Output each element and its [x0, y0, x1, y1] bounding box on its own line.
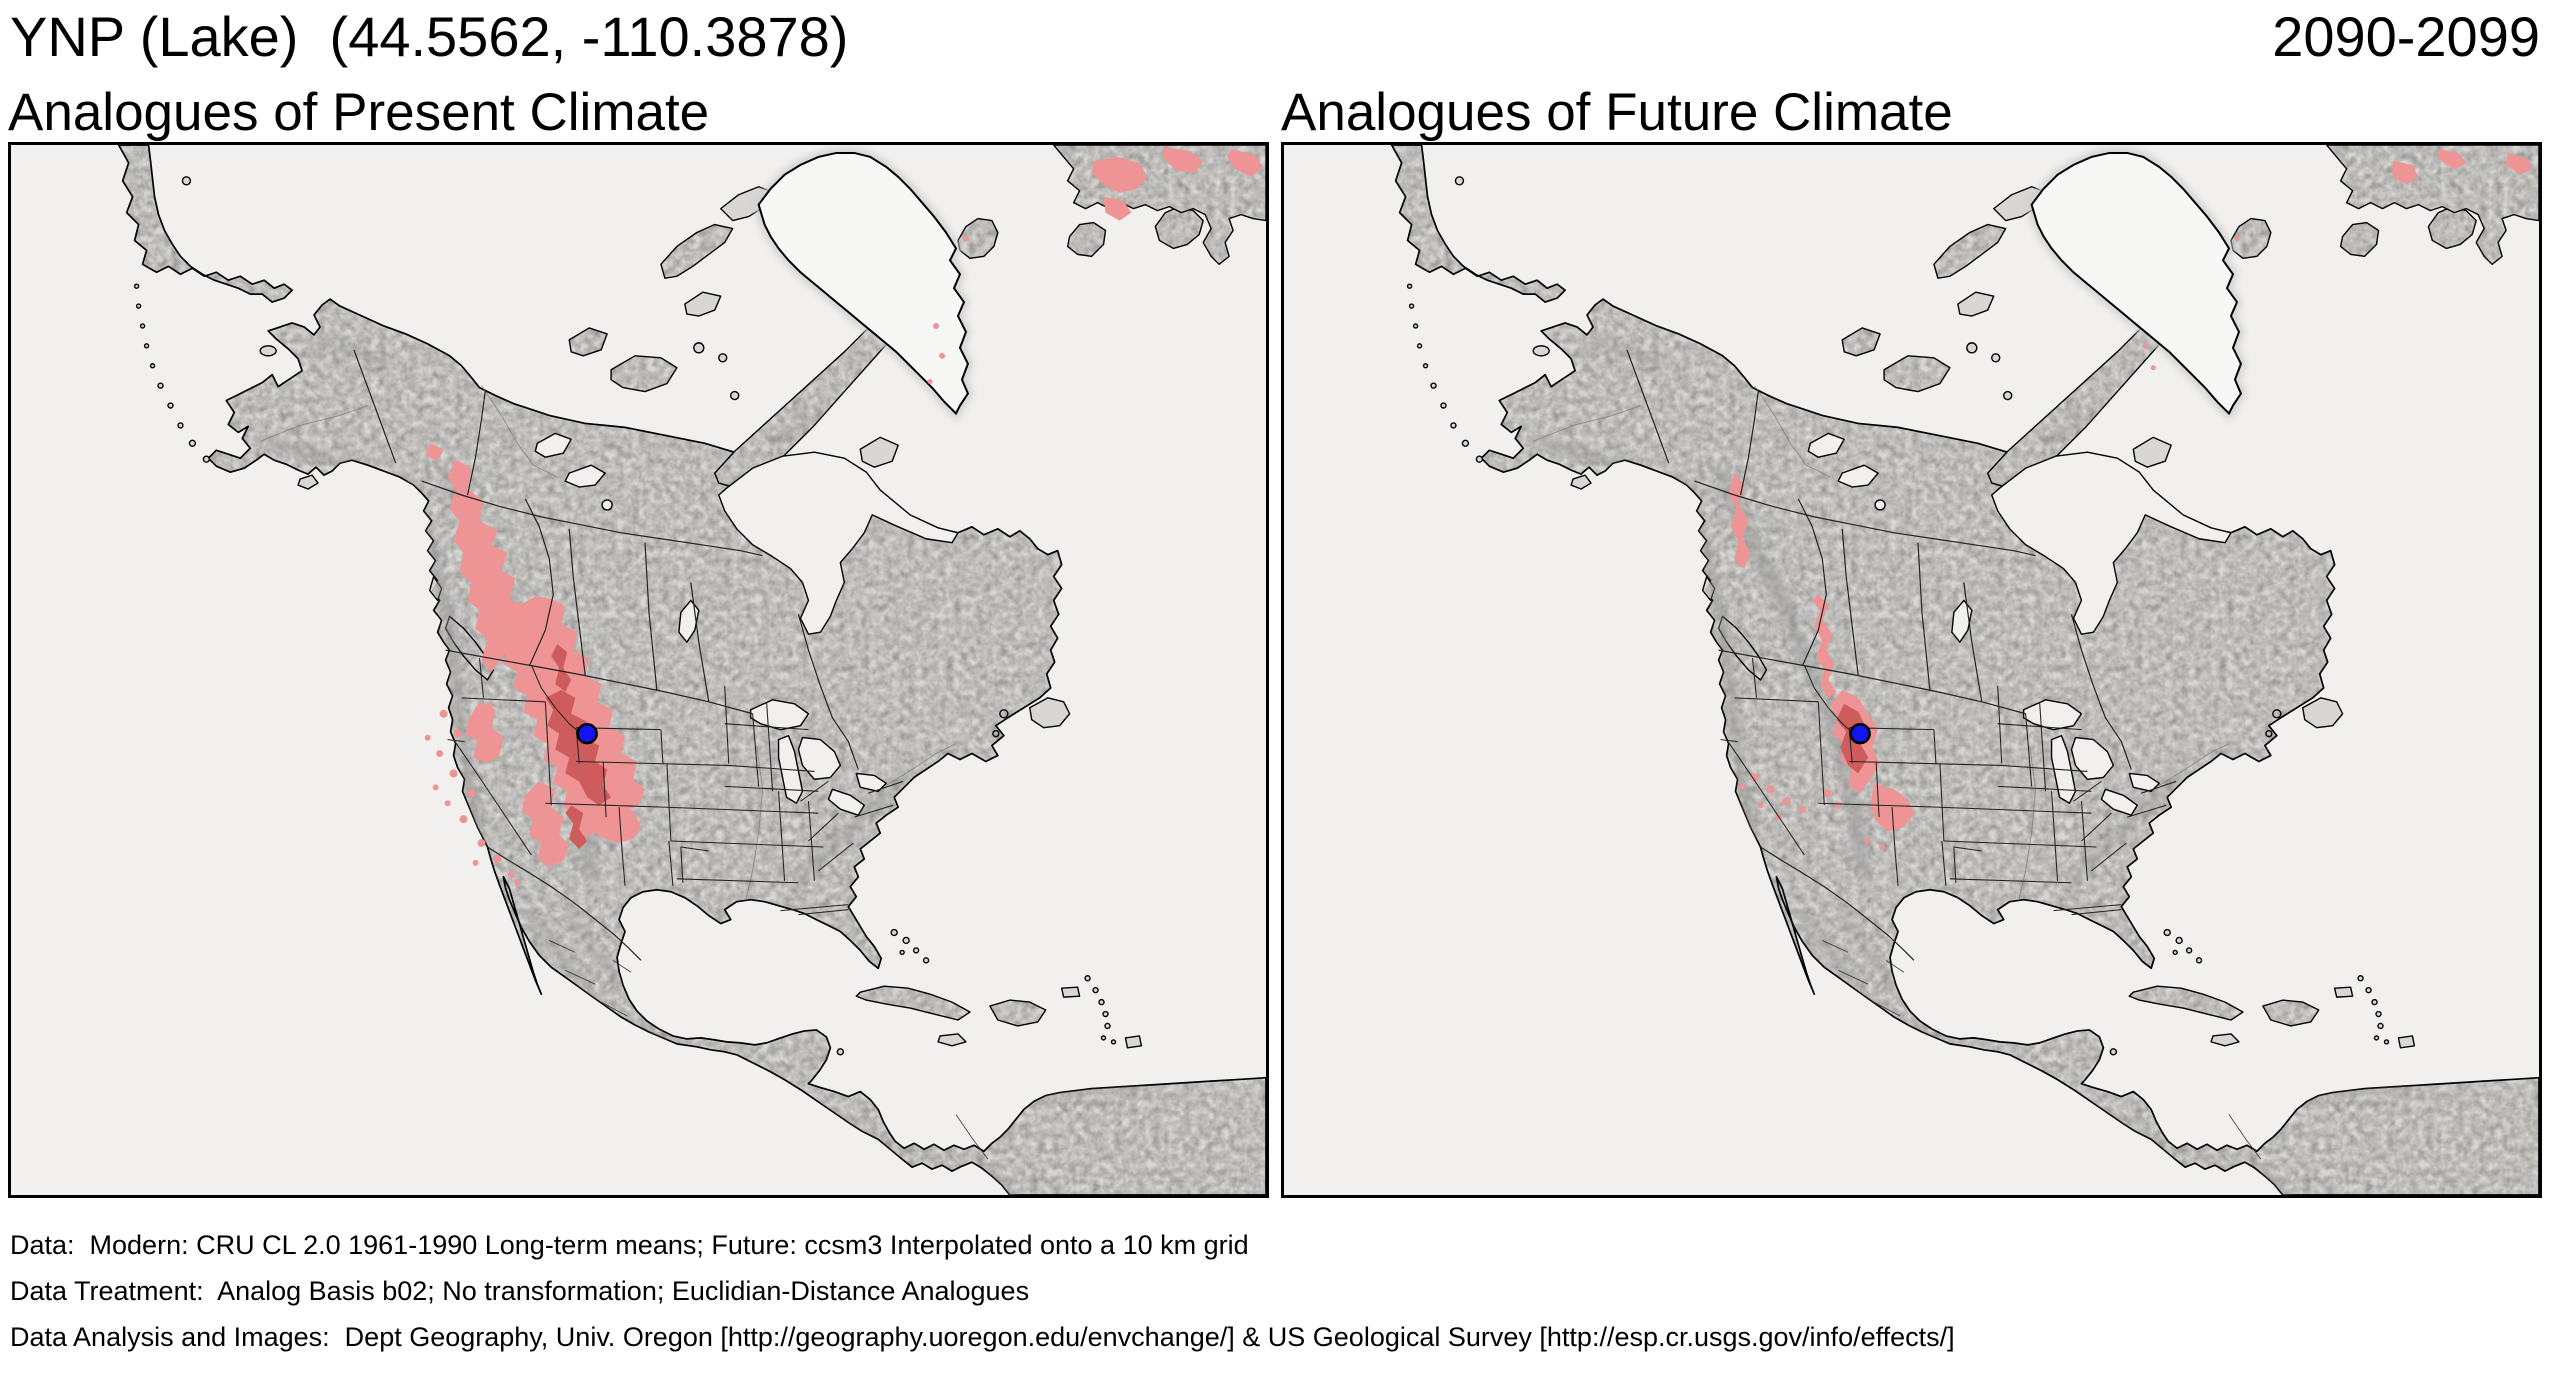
map-present-climate [11, 145, 1266, 1195]
panel-future-title: Analogues of Future Climate [1281, 83, 1953, 142]
footer-treatment-line: Data Treatment: Analog Basis b02; No tra… [10, 1276, 1030, 1306]
period-label: 2090-2099 [2272, 5, 2540, 68]
panel-future: Analogues of Future Climate [1281, 84, 2542, 1198]
footer-credits-line: Data Analysis and Images: Dept Geography… [10, 1322, 1955, 1352]
map-frame-future [1281, 142, 2542, 1198]
panel-present: Analogues of Present Climate [8, 84, 1269, 1198]
panel-present-title: Analogues of Present Climate [8, 83, 710, 142]
map-frame-present [8, 142, 1269, 1198]
footer-data-line: Data: Modern: CRU CL 2.0 1961-1990 Long-… [10, 1230, 1249, 1260]
map-future-climate [1284, 145, 2539, 1195]
page-title: YNP (Lake) (44.5562, -110.3878) [10, 5, 849, 68]
footer: Data: Modern: CRU CL 2.0 1961-1990 Long-… [10, 1222, 1955, 1360]
